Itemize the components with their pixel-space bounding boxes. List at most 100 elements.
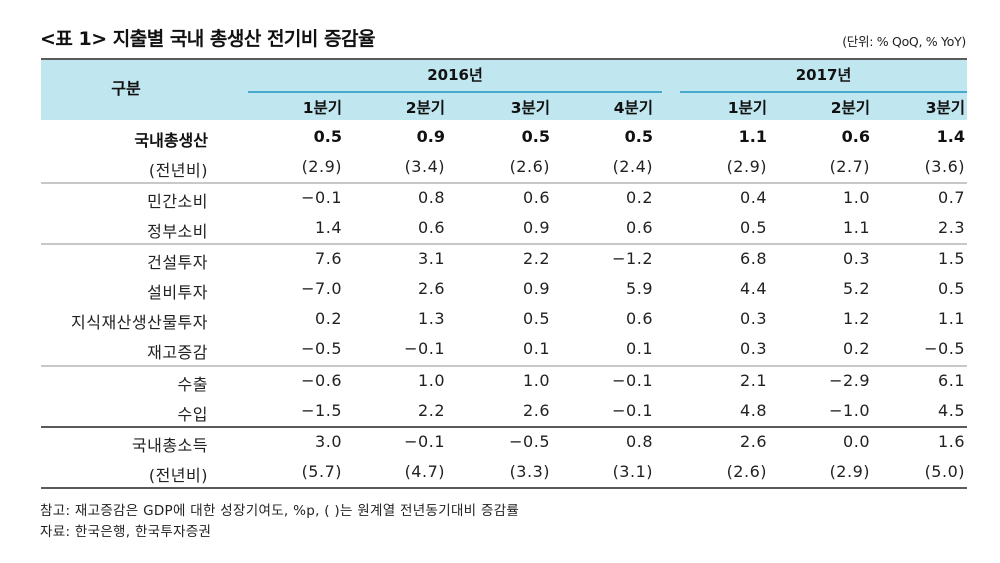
table-cell: 3.1 xyxy=(418,249,445,268)
table-cell: 0.5 xyxy=(523,309,550,328)
table-cell: −0.6 xyxy=(301,371,342,390)
quarter-header: 2분기 xyxy=(830,99,870,117)
table-cell: −0.5 xyxy=(924,339,965,358)
table-cell: 0.5 xyxy=(521,127,550,146)
table-cell: 3.0 xyxy=(315,432,342,451)
table-row: 국내총생산 0.5 0.9 0.5 0.5 1.1 0.6 1.4 xyxy=(41,122,967,152)
table-cell: 0.6 xyxy=(418,218,445,237)
table-cell: 2.1 xyxy=(740,371,767,390)
source-note: 자료: 한국은행, 한국투자증권 xyxy=(40,524,212,540)
table-cell: −0.1 xyxy=(404,432,445,451)
row-divider xyxy=(41,243,967,245)
table-cell: 0.1 xyxy=(523,339,550,358)
table-row: 수입 −1.5 2.2 2.6 −0.1 4.8 −1.0 4.5 xyxy=(41,396,967,426)
table-cell: 1.0 xyxy=(843,188,870,207)
table-cell: 0.3 xyxy=(740,309,767,328)
row-label: 건설투자 xyxy=(147,253,208,272)
table-cell: −0.5 xyxy=(509,432,550,451)
table-cell: −1.5 xyxy=(301,401,342,420)
table-cell: 0.8 xyxy=(626,432,653,451)
table-cell: 1.0 xyxy=(418,371,445,390)
table-cell: (3.3) xyxy=(509,462,550,481)
table-cell: 2.2 xyxy=(523,249,550,268)
table-cell: −0.1 xyxy=(404,339,445,358)
table-row: (전년비) (2.9) (3.4) (2.6) (2.4) (2.9) (2.7) (3.6) xyxy=(41,152,967,182)
quarter-header: 2분기 xyxy=(405,99,445,117)
row-label: 정부소비 xyxy=(147,222,208,241)
table-cell: 0.0 xyxy=(843,432,870,451)
row-label: 수출 xyxy=(177,375,208,394)
table-cell: 0.5 xyxy=(938,279,965,298)
table-cell: (2.9) xyxy=(726,157,767,176)
table-row: 건설투자 7.6 3.1 2.2 −1.2 6.8 0.3 1.5 xyxy=(41,244,967,274)
table-cell: 2.6 xyxy=(523,401,550,420)
table-cell: 1.0 xyxy=(523,371,550,390)
table-cell: 2.2 xyxy=(418,401,445,420)
table-cell: 1.4 xyxy=(315,218,342,237)
table-cell: 1.1 xyxy=(843,218,870,237)
table-cell: 0.5 xyxy=(624,127,653,146)
quarter-header: 1분기 xyxy=(727,99,767,117)
table-cell: 2.6 xyxy=(418,279,445,298)
unit-note: (단위: % QoQ, % YoY) xyxy=(842,34,966,49)
table-cell: (4.7) xyxy=(404,462,445,481)
table-cell: 2.6 xyxy=(740,432,767,451)
row-label: 국내총소득 xyxy=(131,436,208,455)
quarter-header: 4분기 xyxy=(613,99,653,117)
table-title: <표 1> 지출별 국내 총생산 전기비 증감율 xyxy=(40,28,375,50)
table-cell: 5.9 xyxy=(626,279,653,298)
year-rule-2016 xyxy=(248,91,662,93)
table-cell: 6.1 xyxy=(938,371,965,390)
table-cell: −2.9 xyxy=(829,371,870,390)
row-label: (전년비) xyxy=(148,466,208,485)
footnote: 참고: 재고증감은 GDP에 대한 성장기여도, %p, ( )는 원계열 전년… xyxy=(40,503,520,519)
year-header-2016: 2016년 xyxy=(427,66,483,84)
table-cell: 0.3 xyxy=(740,339,767,358)
table-cell: 1.1 xyxy=(738,127,767,146)
table-cell: −0.1 xyxy=(612,371,653,390)
table-cell: (3.6) xyxy=(924,157,965,176)
year-header-2017: 2017년 xyxy=(795,66,852,84)
table-cell: 0.1 xyxy=(626,339,653,358)
table-cell: (5.0) xyxy=(924,462,965,481)
table-cell: −0.5 xyxy=(301,339,342,358)
table-cell: (2.6) xyxy=(509,157,550,176)
table-cell: 5.2 xyxy=(843,279,870,298)
table-cell: 0.9 xyxy=(523,218,550,237)
table-cell: −7.0 xyxy=(301,279,342,298)
table-cell: 7.6 xyxy=(315,249,342,268)
table-cell: 0.5 xyxy=(313,127,342,146)
table-cell: 0.7 xyxy=(938,188,965,207)
row-divider xyxy=(41,365,967,367)
table-header: 구분 2016년 2017년 1분기 2분기 3분기 4분기 1분기 2분기 3… xyxy=(41,60,967,120)
table-cell: 0.6 xyxy=(841,127,870,146)
quarter-header: 3분기 xyxy=(925,99,965,117)
table-cell: 0.2 xyxy=(843,339,870,358)
table-cell: (3.1) xyxy=(612,462,653,481)
table-cell: (2.6) xyxy=(726,462,767,481)
table-cell: (3.4) xyxy=(404,157,445,176)
row-label: 지식재산생산물투자 xyxy=(71,313,208,332)
table-cell: (2.4) xyxy=(612,157,653,176)
row-label-header: 구분 xyxy=(111,79,141,98)
table-cell: 0.6 xyxy=(523,188,550,207)
table-cell: (2.9) xyxy=(829,462,870,481)
table-top-border xyxy=(41,58,967,60)
row-divider xyxy=(41,182,967,184)
table-bottom-border xyxy=(41,487,967,489)
table-cell: 1.1 xyxy=(938,309,965,328)
table-cell: 0.9 xyxy=(523,279,550,298)
quarter-header: 1분기 xyxy=(302,99,342,117)
table-cell: 0.9 xyxy=(416,127,445,146)
row-label: 국내총생산 xyxy=(134,131,208,150)
table-cell: 1.4 xyxy=(936,127,965,146)
table-cell: 1.3 xyxy=(418,309,445,328)
year-rule-2017 xyxy=(680,91,967,93)
quarter-header: 3분기 xyxy=(510,99,550,117)
table-cell: 0.5 xyxy=(740,218,767,237)
table-cell: −1.0 xyxy=(829,401,870,420)
table-row: 지식재산생산물투자 0.2 1.3 0.5 0.6 0.3 1.2 1.1 xyxy=(41,304,967,334)
row-label: 수입 xyxy=(177,405,208,424)
table-cell: 0.6 xyxy=(626,218,653,237)
table-cell: 4.4 xyxy=(740,279,767,298)
